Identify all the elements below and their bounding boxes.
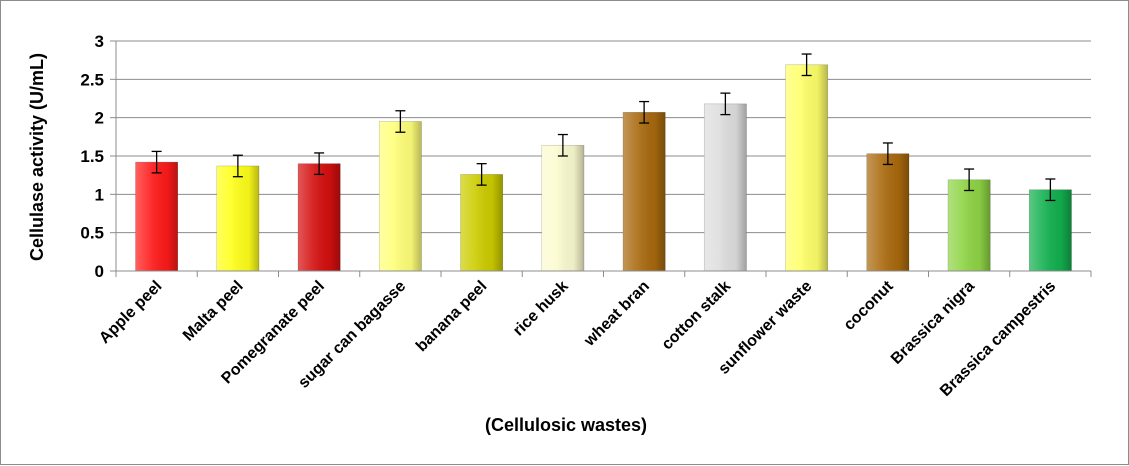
x-axis-title: (Cellulosic wastes) xyxy=(485,415,647,435)
x-tick-label: banana peel xyxy=(413,278,490,355)
error-bar xyxy=(395,110,406,133)
bar xyxy=(135,161,179,272)
gridlines xyxy=(116,40,1091,234)
y-tick-labels: 0 0.5 1 1.5 2 2.5 3 xyxy=(80,32,104,281)
y-tick-label: 1 xyxy=(95,185,104,204)
x-tick-label: coconut xyxy=(841,277,897,333)
error-bars xyxy=(151,53,1056,202)
x-tick-label: Apple peel xyxy=(96,278,165,347)
bar xyxy=(866,153,910,272)
y-axis-title: Cellulase activity (U/mL) xyxy=(27,53,47,261)
y-tick-label: 0 xyxy=(95,262,104,281)
error-bar xyxy=(639,100,650,124)
x-tick-label: cotton stalk xyxy=(659,278,735,354)
error-bar xyxy=(557,133,568,157)
bar xyxy=(460,174,504,272)
x-tick-label: rice husk xyxy=(510,278,572,340)
bar xyxy=(541,144,585,272)
y-tick-label: 1.5 xyxy=(80,147,104,166)
error-bar xyxy=(232,154,243,178)
error-bar xyxy=(476,163,487,186)
bar xyxy=(622,112,666,272)
y-tick-label: 2.5 xyxy=(80,70,104,89)
bar xyxy=(785,64,829,272)
error-bar xyxy=(1045,178,1056,202)
x-tick-label: Brassica nigra xyxy=(888,278,978,368)
bar xyxy=(1028,189,1072,272)
error-bar xyxy=(882,142,893,166)
x-tick-label: Malta peel xyxy=(180,278,247,345)
y-tick-label: 3 xyxy=(95,32,104,51)
x-tick-label: wheat bran xyxy=(580,278,652,350)
axes xyxy=(110,40,1092,277)
error-bar xyxy=(801,53,812,77)
error-bar xyxy=(314,152,325,176)
error-bar xyxy=(720,92,731,116)
bar xyxy=(297,163,341,272)
y-tick-label: 0.5 xyxy=(80,224,104,243)
error-bar xyxy=(964,168,975,192)
bars xyxy=(135,64,1072,272)
bar xyxy=(378,121,422,272)
y-tick-label: 2 xyxy=(95,109,104,128)
bar xyxy=(216,165,260,272)
bar xyxy=(947,179,991,272)
bar xyxy=(703,103,747,272)
error-bar xyxy=(151,150,162,174)
